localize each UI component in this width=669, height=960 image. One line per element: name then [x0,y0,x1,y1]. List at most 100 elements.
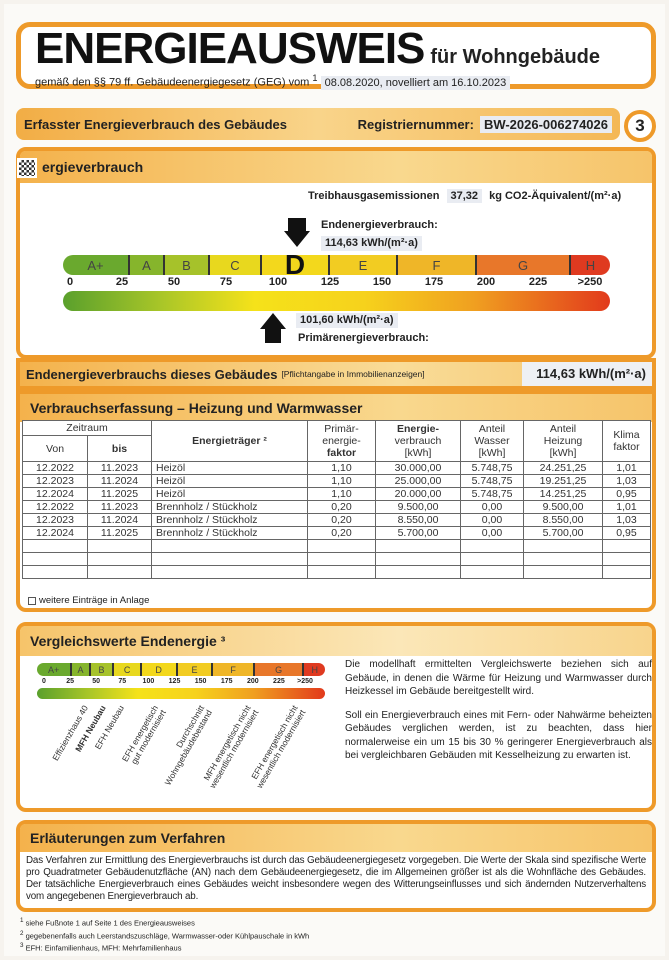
comparison-gradient-bar [37,688,325,699]
table-cell [602,552,651,566]
registration-label: Registriernummer: [357,116,474,132]
subtitle-date: 08.08.2020, novelliert am 16.10.2023 [320,75,511,90]
table-cell [375,539,461,553]
table-cell: 1,10 [307,474,376,488]
scale-tick: 175 [424,276,444,288]
table-cell: Brennholz / Stückholz [151,526,308,540]
table-row: 12.2023 11.2024 Heizöl 1,10 25.000,00 5.748,7… [22,474,651,488]
table-cell: 1,10 [307,461,376,475]
table-cell: 5.748,75 [460,474,524,488]
scale-tick: 50 [92,678,101,685]
energy-class-D: D [141,663,178,676]
ghg-value: 37,32 [446,189,483,203]
primary-energy-label: Primärenergieverbrauch: [298,332,429,344]
energy-class-A-plus: A+ [63,255,130,275]
table-cell: 20.000,00 [375,487,461,501]
energy-gradient-bar [63,291,610,311]
table-cell: 12.2024 [22,526,88,540]
scale-tick: 100 [142,678,155,685]
table-cell [22,565,88,579]
summary-note: [Pflichtangabe in Immobilienanzeigen] [281,369,425,379]
comparison-text-2: Soll ein Energieverbrauch eines mit Fern… [345,709,652,762]
energy-class-E: E [330,255,398,275]
table-cell: Heizöl [151,461,308,475]
table-cell [523,552,603,566]
col-climate: Klima faktor [602,420,651,462]
table-row: 12.2024 11.2025 Brennholz / Stückholz 0,20 5… [22,526,651,540]
energy-class-A: A [72,663,91,676]
table-cell: 19.251,25 [523,474,603,488]
table-cell: 5.700,00 [523,526,603,540]
primary-energy-arrow-icon [265,328,281,343]
table-cell [375,552,461,566]
primary-energy-arrow-head [260,313,286,329]
energy-section-title: ergieverbrauch [42,159,144,175]
more-entries-checkbox[interactable]: weitere Einträge in Anlage [28,595,149,606]
table-cell: 12.2022 [22,461,88,475]
table-cell: 0,00 [460,526,524,540]
end-energy-arrow-icon [288,218,306,232]
energy-class-D: D [262,255,330,275]
table-cell: 5.748,75 [460,461,524,475]
table-cell: 0,20 [307,513,376,527]
qr-code-icon [17,158,37,178]
table-cell [375,565,461,579]
scale-tick: 225 [528,276,548,288]
table-cell [602,565,651,579]
table-cell [523,539,603,553]
table-row: 12.2022 11.2023 Brennholz / Stückholz 0,20 9… [22,500,651,514]
scale-tick: 0 [66,276,74,288]
end-energy-summary: Endenergieverbrauchs dieses Gebäudes [Pf… [16,358,656,390]
scale-tick: 200 [476,276,496,288]
explanation-title: Erläuterungen zum Verfahren [30,830,226,846]
table-cell: 12.2024 [22,487,88,501]
scale-tick: 25 [66,678,74,685]
ghg-label: Treibhausgasemissionen [308,190,440,202]
registration-number: BW-2026-006274026 [479,115,612,133]
table-cell: 11.2025 [87,487,152,501]
more-entries-label: weitere Einträge in Anlage [39,595,150,606]
table-cell: 11.2025 [87,526,152,540]
table-cell [460,565,524,579]
table-cell: 11.2023 [87,461,152,475]
scale-tick: 75 [219,276,233,288]
consumption-title: Verbrauchserfassung – Heizung und Warmwa… [30,400,363,416]
table-row: 12.2023 11.2024 Brennholz / Stückholz 0,20 8… [22,513,651,527]
scale-tick: 0 [42,678,46,685]
scale-tick: 125 [168,678,181,685]
table-cell [151,565,308,579]
summary-label: Endenergieverbrauchs dieses Gebäudes [26,366,278,382]
scale-tick: 75 [118,678,127,685]
energy-class-F: F [213,663,255,676]
table-cell: 1,03 [602,513,651,527]
end-energy-value: 114,63 kWh/(m²·a) [321,236,422,251]
col-primary-factor: Primär-energie-faktor [307,420,376,462]
table-cell: 5.700,00 [375,526,461,540]
col-period: Zeitraum [22,420,152,436]
table-cell: 0,20 [307,526,376,540]
table-cell [307,552,376,566]
subtitle: gemäß den §§ 79 ff. Gebäudeenergiegesetz… [35,76,310,89]
energy-class-E: E [177,663,214,676]
table-cell: Brennholz / Stückholz [151,500,308,514]
table-cell: Brennholz / Stückholz [151,513,308,527]
page-number-badge: 3 [624,110,656,142]
table-row: 12.2024 11.2025 Heizöl 1,10 20.000,00 5.748,7… [22,487,651,501]
explanation-text: Das Verfahren zur Ermittlung des Energie… [26,855,646,902]
page-number: 3 [635,116,645,135]
col-carrier: Energieträger ² [151,420,308,462]
footnote-3: 3 EFH: Einfamilienhaus, MFH: Mehrfamilie… [20,942,182,953]
end-energy-arrow-head [284,231,310,247]
table-cell: 1,10 [307,487,376,501]
comparison-title: Vergleichswerte Endenergie ³ [30,633,226,649]
table-cell: 11.2023 [87,500,152,514]
page-title-suffix: für Wohngebäude [430,46,601,68]
title-box: ENERGIEAUSWEIS für Wohngebäude gemäß den… [16,22,656,90]
comparison-class-scale: A+ A B C D E F G H [37,663,325,676]
table-cell [307,565,376,579]
table-cell [87,565,152,579]
table-cell: 1,01 [602,500,651,514]
checkbox-icon[interactable] [28,596,36,605]
table-cell: 11.2024 [87,474,152,488]
energy-class-H: H [571,255,610,275]
